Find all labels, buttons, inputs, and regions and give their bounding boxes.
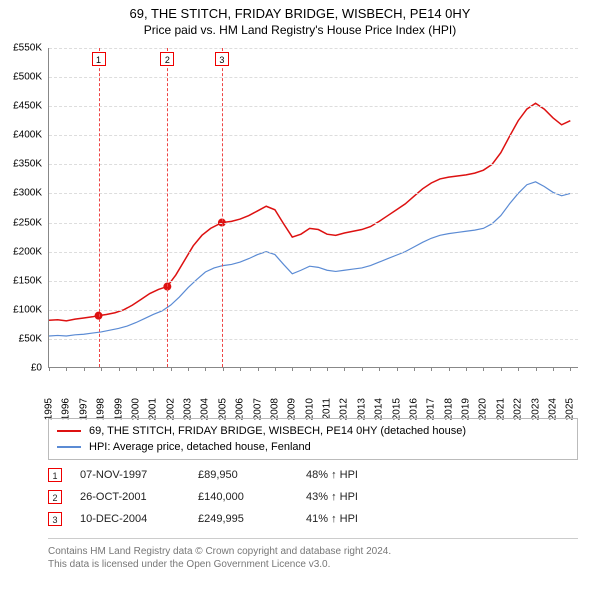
x-axis-label: 2018	[443, 398, 454, 420]
x-axis-label: 2015	[391, 398, 402, 420]
sale-date: 26-OCT-2001	[80, 491, 180, 503]
x-axis-label: 2011	[322, 398, 333, 420]
sale-price: £249,995	[198, 513, 288, 525]
x-axis-label: 2014	[374, 398, 385, 420]
footer-line: Contains HM Land Registry data © Crown c…	[48, 545, 578, 558]
x-axis-label: 2009	[287, 398, 298, 420]
sale-pct: 48% ↑ HPI	[306, 469, 366, 481]
sales-table: 1 07-NOV-1997 £89,950 48% ↑ HPI 2 26-OCT…	[48, 464, 578, 530]
y-axis-label: £450K	[0, 101, 42, 112]
legend-label: 69, THE STITCH, FRIDAY BRIDGE, WISBECH, …	[89, 425, 466, 437]
sale-row: 3 10-DEC-2004 £249,995 41% ↑ HPI	[48, 508, 578, 530]
x-axis-label: 2004	[200, 398, 211, 420]
x-axis-label: 2019	[461, 398, 472, 420]
x-axis-label: 1998	[96, 398, 107, 420]
y-axis-label: £200K	[0, 246, 42, 257]
chart-subtitle: Price paid vs. HM Land Registry's House …	[10, 23, 590, 37]
sale-price: £89,950	[198, 469, 288, 481]
x-axis-label: 2000	[130, 398, 141, 420]
footer-line: This data is licensed under the Open Gov…	[48, 558, 578, 571]
chart-sale-marker: 2	[160, 52, 174, 66]
x-axis-label: 2020	[478, 398, 489, 420]
chart-title: 69, THE STITCH, FRIDAY BRIDGE, WISBECH, …	[10, 6, 590, 21]
chart-container: 69, THE STITCH, FRIDAY BRIDGE, WISBECH, …	[0, 0, 600, 590]
x-axis-label: 2016	[408, 398, 419, 420]
legend-item: HPI: Average price, detached house, Fenl…	[57, 439, 569, 455]
x-axis-label: 2022	[513, 398, 524, 420]
chart-sale-marker: 3	[215, 52, 229, 66]
sale-row: 1 07-NOV-1997 £89,950 48% ↑ HPI	[48, 464, 578, 486]
x-axis-label: 2012	[339, 398, 350, 420]
y-axis-label: £0	[0, 363, 42, 374]
y-axis-label: £100K	[0, 304, 42, 315]
x-axis-label: 2013	[356, 398, 367, 420]
x-axis-label: 2005	[217, 398, 228, 420]
y-axis-label: £250K	[0, 217, 42, 228]
sale-date: 07-NOV-1997	[80, 469, 180, 481]
x-axis-label: 2025	[565, 398, 576, 420]
sale-pct: 41% ↑ HPI	[306, 513, 366, 525]
x-axis-label: 2010	[304, 398, 315, 420]
x-axis-label: 1995	[44, 398, 55, 420]
y-axis-label: £400K	[0, 130, 42, 141]
y-axis-label: £50K	[0, 333, 42, 344]
y-axis-label: £300K	[0, 188, 42, 199]
x-axis-label: 2002	[165, 398, 176, 420]
sale-badge: 1	[48, 468, 62, 482]
y-axis-label: £500K	[0, 72, 42, 83]
x-axis-label: 2008	[269, 398, 280, 420]
y-axis-label: £550K	[0, 43, 42, 54]
x-axis-label: 2001	[148, 398, 159, 420]
sale-badge: 2	[48, 490, 62, 504]
x-axis-label: 2003	[183, 398, 194, 420]
x-axis-label: 2017	[426, 398, 437, 420]
sale-pct: 43% ↑ HPI	[306, 491, 366, 503]
chart-sale-marker: 1	[92, 52, 106, 66]
y-axis-label: £350K	[0, 159, 42, 170]
legend-label: HPI: Average price, detached house, Fenl…	[89, 441, 311, 453]
sale-price: £140,000	[198, 491, 288, 503]
legend-swatch	[57, 446, 81, 448]
sale-date: 10-DEC-2004	[80, 513, 180, 525]
x-axis-label: 1996	[61, 398, 72, 420]
legend: 69, THE STITCH, FRIDAY BRIDGE, WISBECH, …	[48, 418, 578, 460]
footer: Contains HM Land Registry data © Crown c…	[48, 538, 578, 571]
x-axis-label: 2021	[495, 398, 506, 420]
y-axis-label: £150K	[0, 275, 42, 286]
sale-row: 2 26-OCT-2001 £140,000 43% ↑ HPI	[48, 486, 578, 508]
x-axis-label: 1997	[78, 398, 89, 420]
legend-swatch	[57, 430, 81, 432]
series-line	[49, 182, 570, 336]
sale-badge: 3	[48, 512, 62, 526]
x-axis-label: 1999	[113, 398, 124, 420]
title-block: 69, THE STITCH, FRIDAY BRIDGE, WISBECH, …	[0, 0, 600, 39]
chart-plot-area: £0£50K£100K£150K£200K£250K£300K£350K£400…	[48, 48, 578, 368]
x-axis-label: 2023	[530, 398, 541, 420]
chart-svg	[49, 48, 578, 367]
x-axis-label: 2024	[547, 398, 558, 420]
legend-item: 69, THE STITCH, FRIDAY BRIDGE, WISBECH, …	[57, 423, 569, 439]
x-axis-label: 2006	[235, 398, 246, 420]
x-axis-label: 2007	[252, 398, 263, 420]
